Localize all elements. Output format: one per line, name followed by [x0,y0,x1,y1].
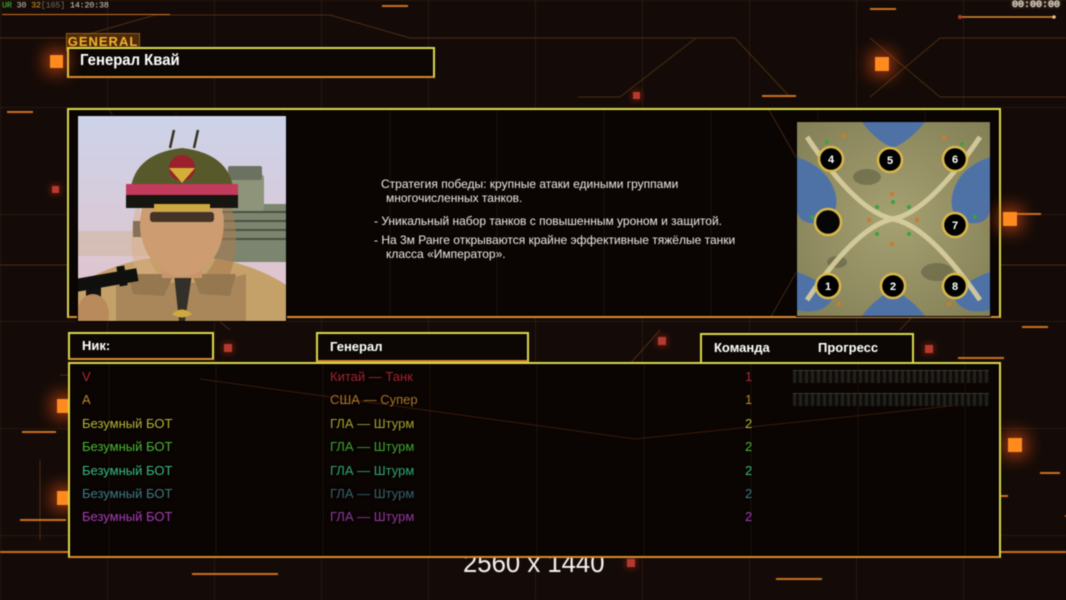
svg-text:5: 5 [887,155,893,167]
svg-text:7: 7 [952,220,958,232]
svg-text:2: 2 [890,281,896,293]
svg-text:1: 1 [825,281,831,293]
svg-text:4: 4 [828,154,835,166]
svg-text:8: 8 [952,281,958,293]
svg-text:6: 6 [952,154,958,166]
